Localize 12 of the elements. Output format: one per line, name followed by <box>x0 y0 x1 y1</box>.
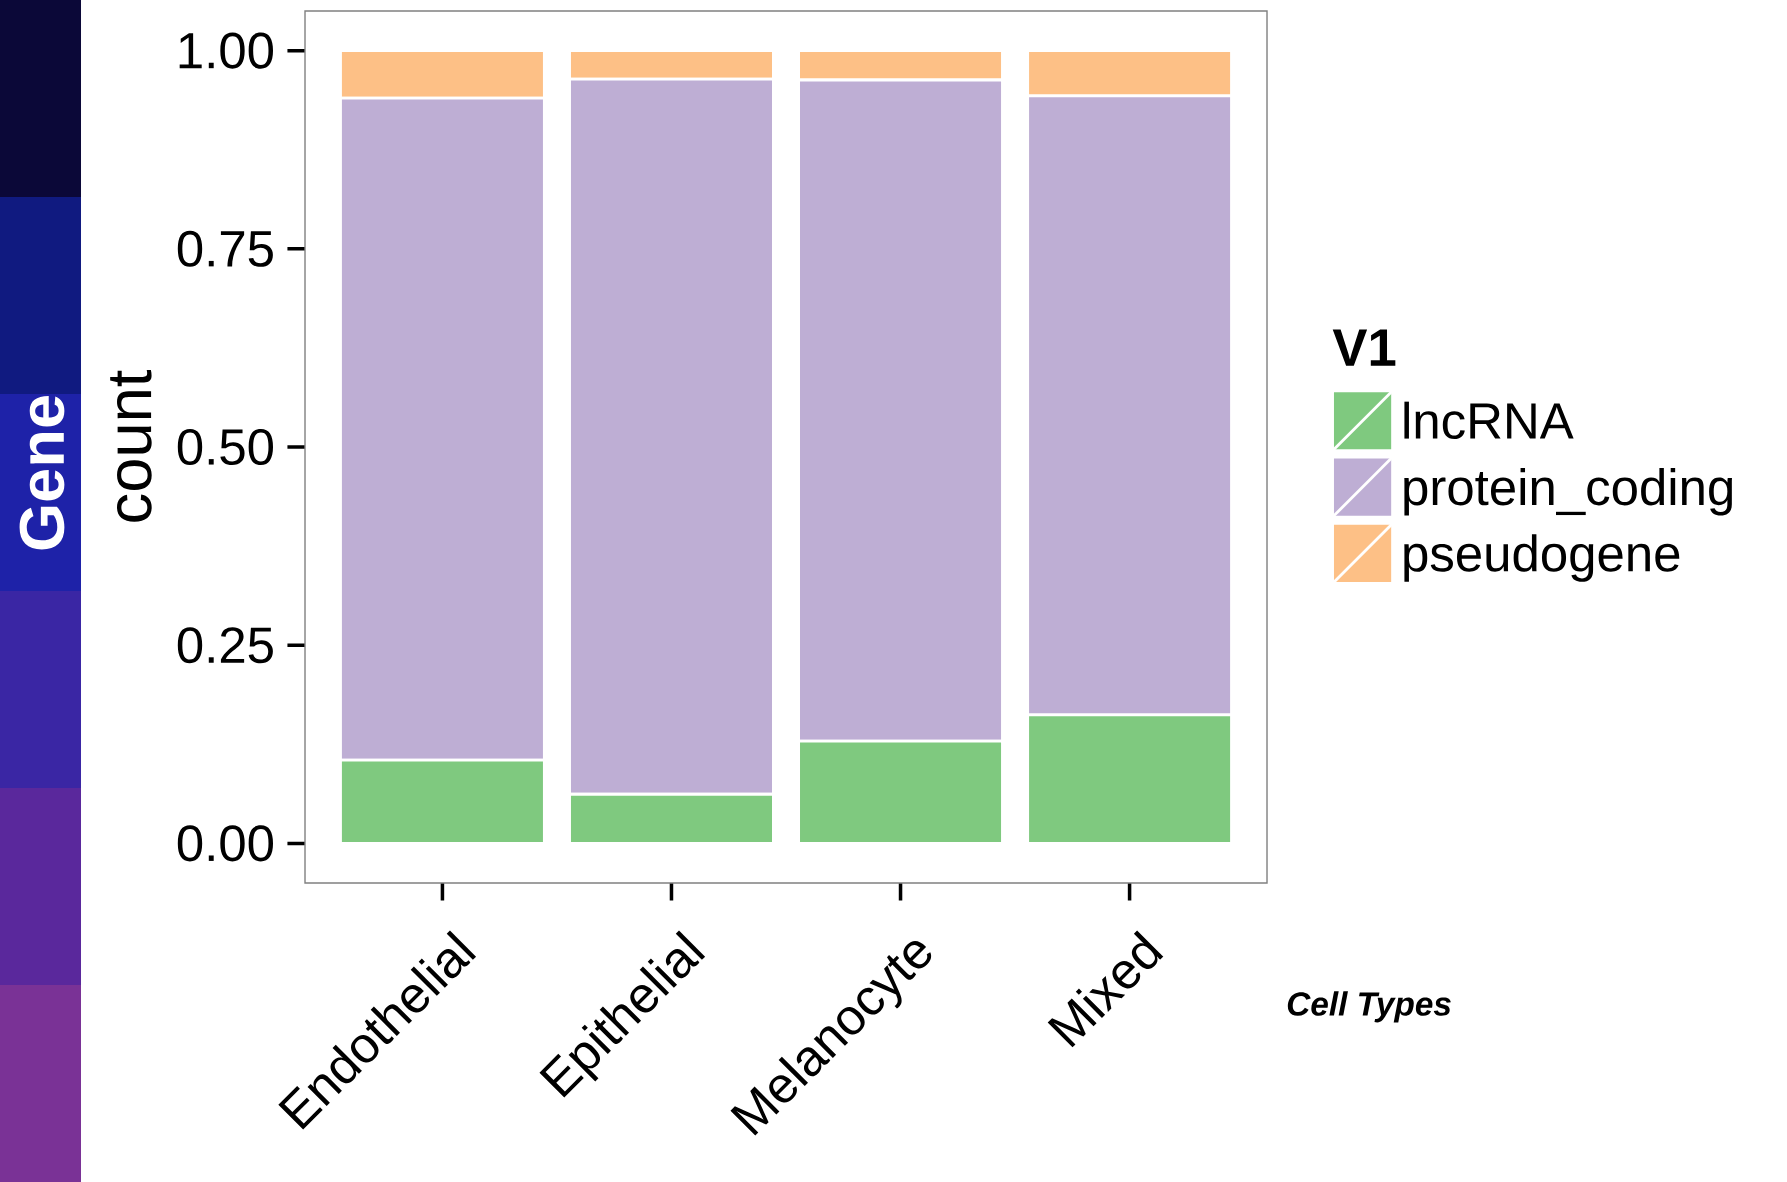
y-axis-title: count <box>110 370 152 522</box>
legend-label: protein_coding <box>1404 467 1733 516</box>
y-tick-label: 0.00 <box>177 825 274 862</box>
y-tick-label: 1.00 <box>179 32 274 69</box>
text: Gene <box>19 396 65 550</box>
legend-label: pseudogene <box>1404 534 1680 582</box>
y-tick-label: 0.75 <box>177 230 273 267</box>
y-tick-label: 0.25 <box>177 627 273 664</box>
legend-label: lncRNA <box>1404 401 1574 440</box>
y-tick-label: 0.50 <box>177 428 274 466</box>
x-axis-title: Cell Types <box>1287 991 1451 1023</box>
legend-title: V1 <box>1332 329 1396 366</box>
